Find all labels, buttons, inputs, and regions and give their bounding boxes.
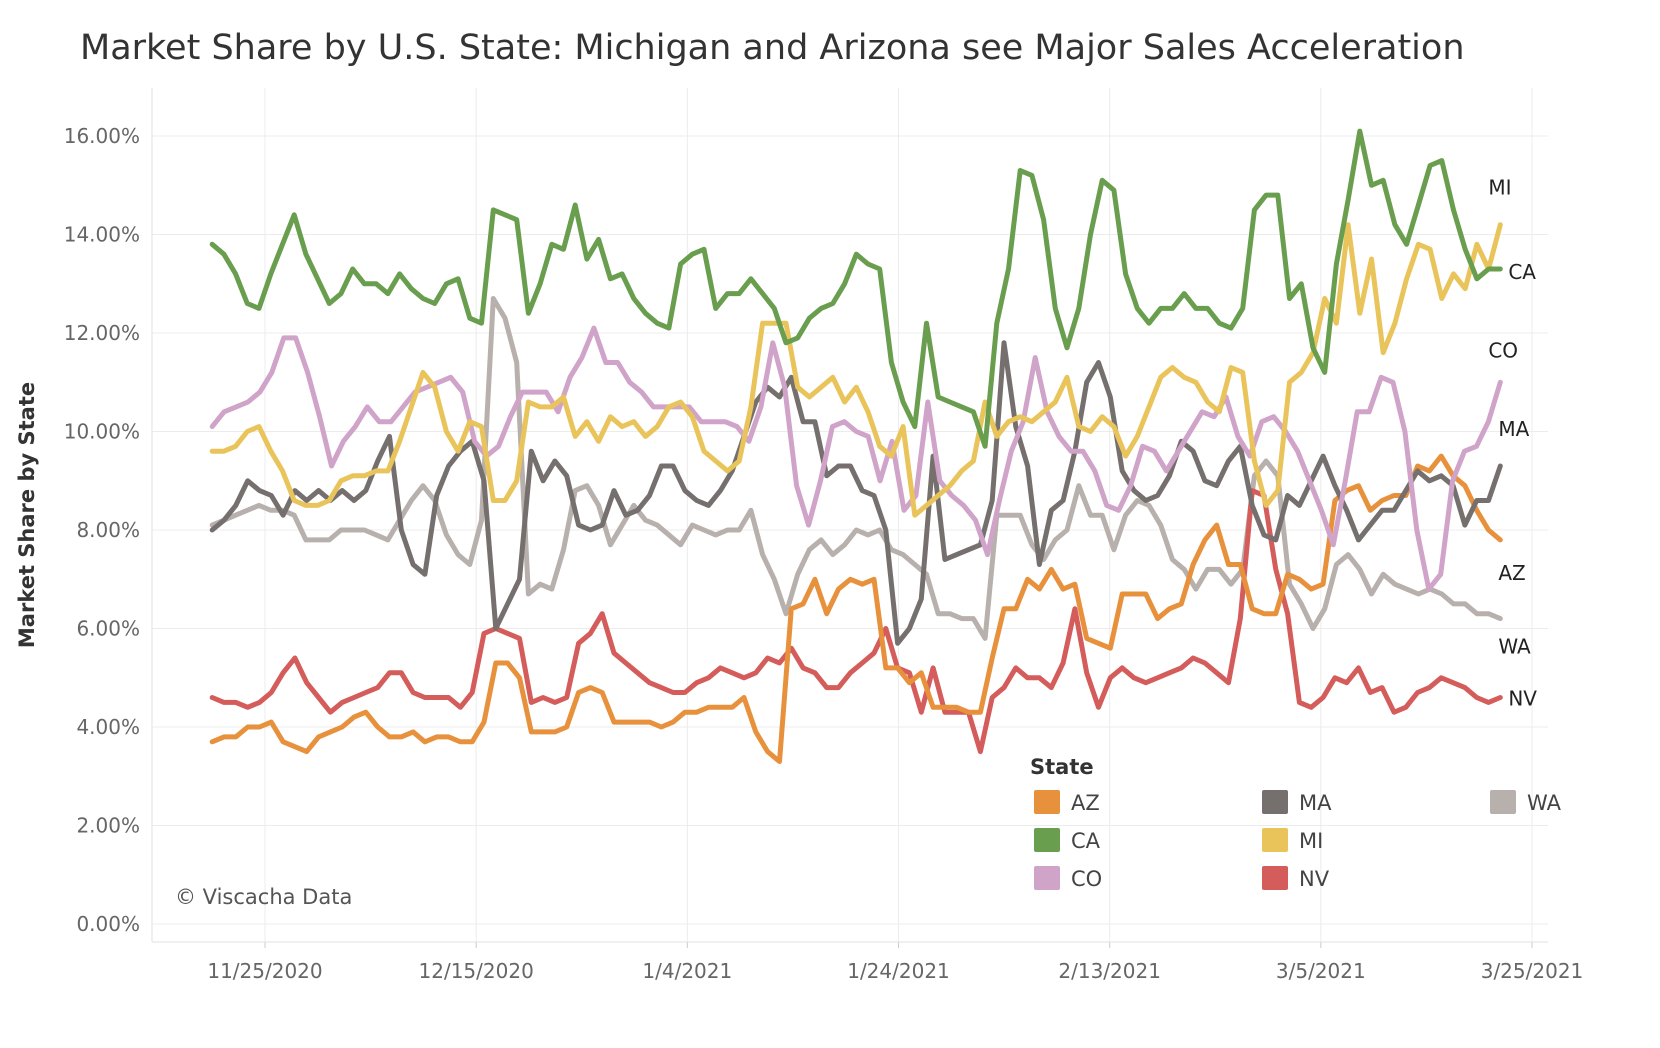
legend-item-nv[interactable]: NV	[1262, 866, 1330, 891]
legend-swatch	[1490, 790, 1516, 814]
x-tick-label: 2/13/2021	[1058, 959, 1161, 983]
legend-item-ca[interactable]: CA	[1034, 828, 1101, 853]
x-tick-label: 1/24/2021	[847, 959, 950, 983]
credit-text: © Viscacha Data	[175, 885, 352, 909]
x-tick-label: 3/5/2021	[1276, 959, 1366, 983]
y-tick-label: 6.00%	[76, 617, 140, 641]
x-tick-label: 11/25/2020	[207, 959, 322, 983]
legend-item-az[interactable]: AZ	[1034, 790, 1100, 815]
legend-item-mi[interactable]: MI	[1262, 828, 1323, 853]
x-tick-label: 1/4/2021	[642, 959, 732, 983]
end-label-az: AZ	[1498, 561, 1525, 585]
legend[interactable]: State AZ MA WA CA MI CO NV	[1030, 755, 1562, 891]
chart-title: Market Share by U.S. State: Michigan and…	[80, 28, 1465, 68]
y-axis-label: Market Share by State	[15, 382, 39, 648]
y-tick-label: 4.00%	[76, 715, 140, 739]
y-tick-label: 8.00%	[76, 518, 140, 542]
series-line-ma	[209, 340, 1503, 646]
y-tick-label: 2.00%	[76, 814, 140, 838]
series-line-mi	[209, 222, 1503, 518]
y-tick-label: 16.00%	[64, 124, 140, 148]
axes: 0.00% 2.00% 4.00% 6.00% 8.00% 10.00% 12.00% 14.…	[64, 88, 1584, 983]
legend-swatch	[1262, 790, 1288, 814]
legend-swatch	[1034, 866, 1060, 890]
series-lines	[209, 128, 1503, 764]
gridlines	[152, 88, 1548, 942]
legend-label: AZ	[1071, 791, 1100, 815]
legend-swatch	[1034, 828, 1060, 852]
y-tick-label: 10.00%	[64, 420, 140, 444]
legend-label: NV	[1299, 867, 1330, 891]
legend-label: MI	[1299, 829, 1323, 853]
legend-swatch	[1034, 790, 1060, 814]
y-tick-label: 14.00%	[64, 223, 140, 247]
legend-swatch	[1262, 828, 1288, 852]
legend-item-wa[interactable]: WA	[1490, 790, 1562, 815]
end-label-ma: MA	[1498, 417, 1529, 441]
legend-label: CO	[1071, 867, 1102, 891]
end-label-mi: MI	[1488, 176, 1511, 200]
series-end-labels: WA NV AZ MA CO MI CA	[1488, 176, 1537, 711]
end-label-ca: CA	[1508, 260, 1536, 284]
legend-item-ma[interactable]: MA	[1262, 790, 1332, 815]
legend-title: State	[1030, 755, 1094, 779]
legend-label: WA	[1527, 791, 1562, 815]
end-label-wa: WA	[1498, 635, 1531, 659]
legend-label: CA	[1071, 829, 1101, 853]
x-tick-label: 12/15/2020	[419, 959, 534, 983]
y-tick-label: 12.00%	[64, 321, 140, 345]
legend-swatch	[1262, 866, 1288, 890]
legend-label: MA	[1299, 791, 1332, 815]
series-line-ca	[209, 128, 1503, 449]
end-label-nv: NV	[1508, 686, 1537, 710]
series-line-wa	[209, 296, 1503, 641]
legend-item-co[interactable]: CO	[1034, 866, 1102, 891]
series-line-az	[209, 453, 1503, 764]
x-tick-label: 3/25/2021	[1481, 959, 1584, 983]
series-line-nv	[209, 488, 1503, 755]
y-tick-label: 0.00%	[76, 912, 140, 936]
end-label-co: CO	[1488, 338, 1518, 362]
